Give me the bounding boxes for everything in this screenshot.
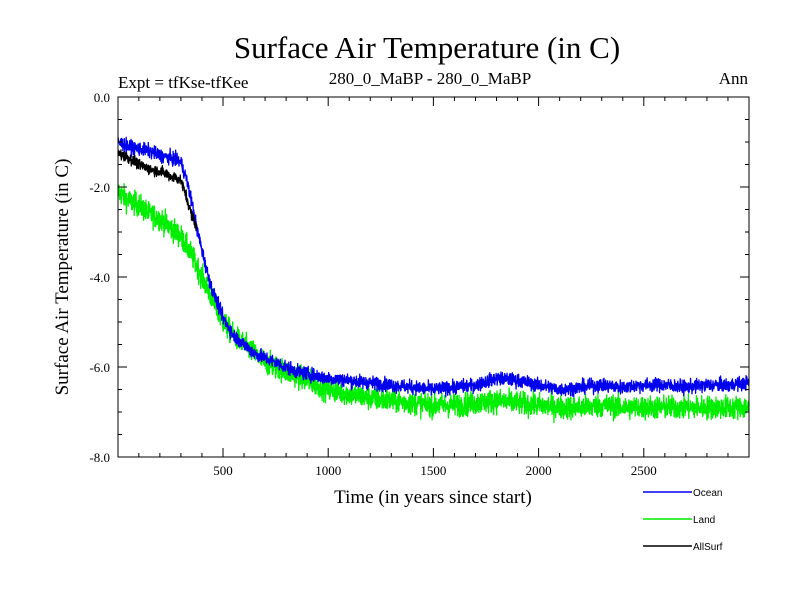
y-tick-label: -4.0: [89, 270, 110, 285]
x-axis-label: Time (in years since start): [334, 487, 532, 508]
x-tick-label: 1500: [420, 463, 446, 478]
season-label: Ann: [719, 69, 749, 88]
legend-label-allsurf: AllSurf: [693, 542, 723, 553]
y-tick-label: -8.0: [89, 450, 110, 465]
legend-label-ocean: Ocean: [693, 488, 722, 499]
x-tick-label: 1000: [315, 463, 341, 478]
y-axis-label: Surface Air Temperature (in C): [52, 159, 73, 396]
experiment-label: Expt = tfKse-tfKee: [118, 73, 248, 92]
comparison-label: 280_0_MaBP - 280_0_MaBP: [329, 69, 531, 88]
legend-label-land: Land: [693, 515, 715, 526]
x-tick-label: 2500: [631, 463, 657, 478]
y-tick-label: -6.0: [89, 360, 110, 375]
x-tick-label: 2000: [526, 463, 552, 478]
chart-title: Surface Air Temperature (in C): [234, 30, 620, 65]
x-tick-label: 500: [213, 463, 233, 478]
y-tick-label: -2.0: [89, 180, 110, 195]
y-tick-label: 0.0: [94, 90, 110, 105]
chart: Surface Air Temperature (in C) Expt = tf…: [0, 0, 800, 600]
